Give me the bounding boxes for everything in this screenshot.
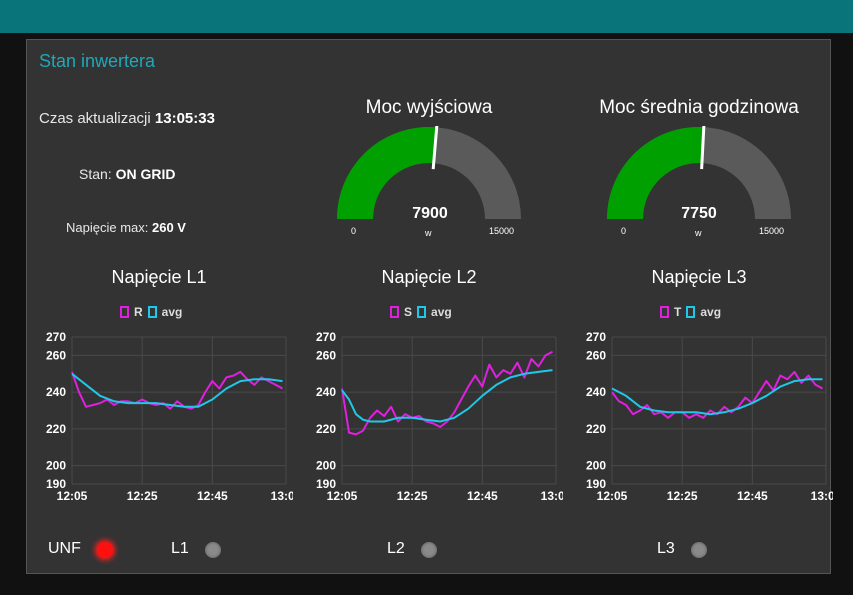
legend-label-s: S: [404, 305, 413, 319]
gauge-needle: [700, 126, 706, 170]
y-tick-label: 220: [46, 422, 66, 436]
update-time-row: Czas aktualizacji 13:05:33: [39, 110, 215, 127]
y-tick-label: 260: [46, 348, 66, 362]
x-tick-label: 13:06: [271, 489, 293, 503]
led-l2-label: L2: [387, 540, 405, 557]
gauge-output-max: 15000: [489, 226, 515, 236]
x-tick-label: 12:05: [597, 489, 628, 503]
gauge-hourly-value: 7750: [681, 205, 717, 222]
y-tick-label: 240: [316, 385, 336, 399]
gauge-hourly-unit: w: [695, 228, 702, 238]
gauge-fill: [607, 127, 704, 219]
legend-swatch-s: [390, 306, 399, 318]
legend-swatch-r: [120, 306, 129, 318]
gauge-hourly-min: 0: [621, 226, 627, 236]
x-tick-label: 13:06: [541, 489, 563, 503]
y-tick-label: 240: [586, 385, 606, 399]
update-time-value: 13:05:33: [154, 110, 215, 127]
inverter-panel: Stan inwertera Czas aktualizacji 13:05:3…: [26, 39, 833, 574]
gauge-hourly-max: 15000: [759, 226, 785, 236]
series-line-R: [71, 370, 283, 410]
legend-label-r: R: [134, 305, 143, 319]
y-tick-label: 270: [46, 330, 66, 344]
x-tick-label: 12:05: [57, 489, 88, 503]
y-tick-label: 270: [586, 330, 606, 344]
state-row: Stan: ON GRID: [79, 166, 175, 182]
legend-label-t: T: [674, 305, 682, 319]
legend-swatch-avg: [417, 306, 427, 318]
y-tick-label: 260: [316, 348, 336, 362]
x-tick-label: 12:25: [667, 489, 698, 503]
y-tick-label: 270: [316, 330, 336, 344]
gauge-output-min: 0: [351, 226, 357, 236]
y-tick-label: 220: [316, 422, 336, 436]
y-tick-label: 190: [586, 477, 606, 491]
vmax-row: Napięcie max: 260 V: [66, 220, 186, 235]
y-tick-label: 200: [46, 459, 66, 473]
state-label: Stan:: [79, 166, 112, 182]
panel-title: Stan inwertera: [39, 51, 156, 71]
y-tick-label: 190: [316, 477, 336, 491]
chart-l3-title: Napięcie L3: [651, 267, 747, 287]
y-tick-label: 190: [46, 477, 66, 491]
x-tick-label: 12:05: [327, 489, 358, 503]
y-tick-label: 200: [316, 459, 336, 473]
y-tick-label: 240: [46, 385, 66, 399]
y-tick-label: 200: [586, 459, 606, 473]
gauge-output-power: [337, 126, 521, 219]
legend-swatch-avg: [686, 306, 696, 318]
chart-l3-legend: T avg: [660, 305, 721, 319]
chart-l1-legend: R avg: [120, 305, 182, 319]
gauge-hourly-title: Moc średnia godzinowa: [599, 97, 799, 118]
update-time-label: Czas aktualizacji: [39, 110, 151, 127]
y-tick-label: 220: [586, 422, 606, 436]
gauge-output-title: Moc wyjściowa: [365, 97, 493, 118]
series-line-T: [611, 370, 823, 419]
chart-l1-title: Napięcie L1: [111, 267, 207, 287]
gauge-fill: [337, 127, 437, 219]
series-line-S: [341, 350, 553, 436]
legend-swatch-t: [660, 306, 669, 318]
chart-l1: 190 200 220 240 260 270 12:05 12:25 12:45 13:06: [46, 330, 293, 503]
led-unf-label: UNF: [48, 540, 81, 557]
legend-label-avg: avg: [161, 305, 183, 319]
legend-swatch-avg: [147, 306, 157, 318]
vmax-value: 260 V: [152, 220, 186, 235]
x-tick-label: 12:45: [197, 489, 228, 503]
legend-label-avg: avg: [700, 305, 722, 319]
led-l3-label: L3: [657, 540, 675, 557]
chart-l3: 190 200 220 240 260 270 12:05 12:25 12:45 13:06: [586, 330, 833, 503]
vmax-label: Napięcie max:: [66, 220, 149, 235]
chart-l2-legend: S avg: [390, 305, 452, 319]
series-line-avg: [611, 378, 823, 416]
x-tick-label: 13:06: [811, 489, 833, 503]
x-tick-label: 12:25: [397, 489, 428, 503]
gauge-output-unit: w: [425, 228, 432, 238]
gauge-hourly-average: [607, 126, 791, 219]
y-tick-label: 260: [586, 348, 606, 362]
led-l1-label: L1: [171, 540, 189, 557]
led-unf-indicator: [97, 542, 113, 558]
series-line-avg: [71, 373, 283, 408]
legend-label-avg: avg: [431, 305, 452, 319]
gauge-needle: [431, 126, 439, 170]
gauge-output-value: 7900: [412, 205, 448, 222]
chart-l2-title: Napięcie L2: [381, 267, 477, 287]
led-l2-indicator: [421, 542, 437, 558]
chart-l2: 190 200 220 240 260 270 12:05 12:25 12:45 13:06: [316, 330, 563, 503]
top-bar: [0, 0, 853, 33]
led-l3-indicator: [691, 542, 707, 558]
x-tick-label: 12:25: [127, 489, 158, 503]
x-tick-label: 12:45: [737, 489, 768, 503]
series-line-avg: [341, 369, 553, 423]
x-tick-label: 12:45: [467, 489, 498, 503]
state-value: ON GRID: [115, 166, 176, 182]
led-l1-indicator: [205, 542, 221, 558]
